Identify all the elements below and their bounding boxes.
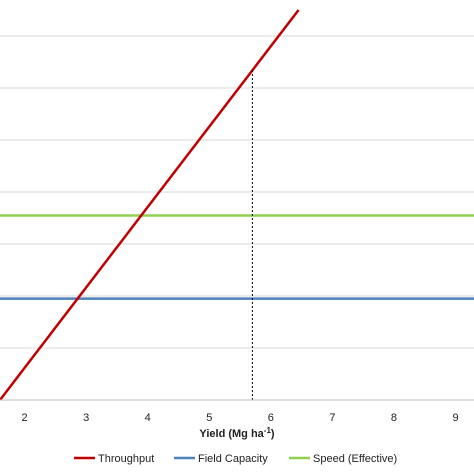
series-line-throughput — [0, 9, 300, 401]
legend-label-throughput: Throughput — [98, 453, 154, 465]
x-tick-label-3: 3 — [83, 412, 89, 424]
legend-label-speed-effective: Speed (Effective) — [313, 453, 397, 465]
x-tick-label-5: 5 — [206, 412, 212, 424]
x-axis-title-superscript: -1 — [264, 426, 272, 435]
x-tick-label-4: 4 — [145, 412, 151, 424]
x-axis-title: Yield (Mg ha-1) — [199, 426, 275, 440]
x-axis-title-close: ) — [271, 428, 275, 440]
x-tick-labels: 2 3 4 5 6 7 8 9 — [22, 412, 459, 424]
plot-series — [0, 9, 474, 401]
x-tick-label-8: 8 — [391, 412, 397, 424]
x-tick-label-9: 9 — [452, 412, 458, 424]
x-tick-label-2: 2 — [22, 412, 28, 424]
x-tick-label-6: 6 — [268, 412, 274, 424]
legend-label-field-capacity: Field Capacity — [198, 453, 268, 465]
x-tick-label-7: 7 — [329, 412, 335, 424]
x-axis-title-main: Yield (Mg ha — [199, 428, 264, 440]
legend: Throughput Field Capacity Speed (Effecti… — [74, 453, 397, 465]
